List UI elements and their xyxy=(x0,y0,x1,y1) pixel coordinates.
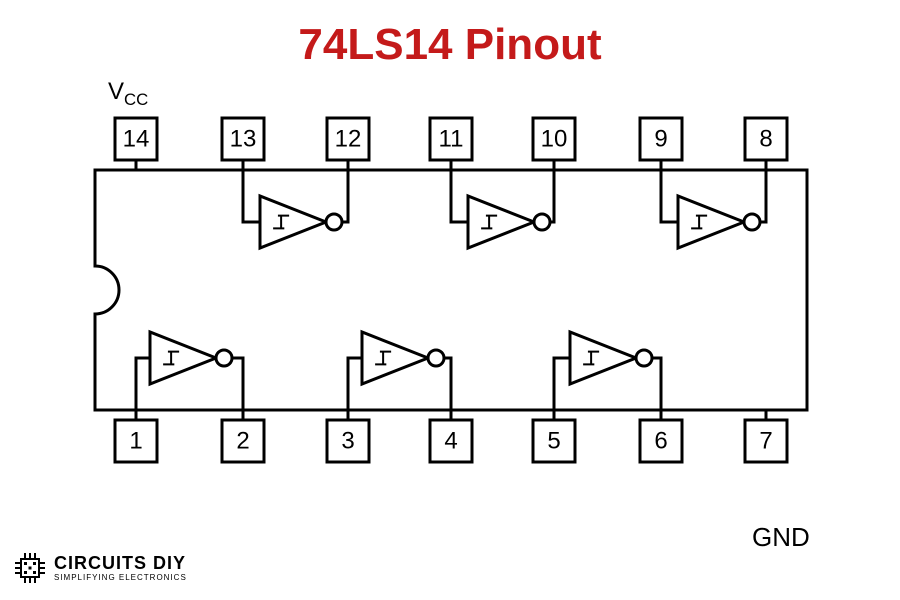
pinout-diagram: 1413121110981234567 xyxy=(0,0,900,600)
brand-logo-line1: CIRCUITS DIY xyxy=(54,554,187,572)
pin-number-4: 4 xyxy=(444,428,457,455)
pin-number-13: 13 xyxy=(230,126,257,153)
brand-logo: CIRCUITS DIY SIMPLIFYING ELECTRONICS xyxy=(12,550,187,586)
brand-logo-line2: SIMPLIFYING ELECTRONICS xyxy=(54,574,187,582)
pin-number-14: 14 xyxy=(123,126,150,153)
pin-number-8: 8 xyxy=(759,126,772,153)
gate-bot-0-bubble xyxy=(216,350,232,366)
pin-number-10: 10 xyxy=(541,126,568,153)
brand-logo-mark xyxy=(12,550,48,586)
pin-number-9: 9 xyxy=(654,126,667,153)
gate-bot-1-bubble xyxy=(428,350,444,366)
pin-number-12: 12 xyxy=(335,126,362,153)
pin-number-5: 5 xyxy=(547,428,560,455)
pin-number-1: 1 xyxy=(129,428,142,455)
pin-number-6: 6 xyxy=(654,428,667,455)
pin-number-3: 3 xyxy=(341,428,354,455)
pin-number-7: 7 xyxy=(759,428,772,455)
gate-bot-2-bubble xyxy=(636,350,652,366)
pin-number-2: 2 xyxy=(236,428,249,455)
gate-top-0-bubble xyxy=(326,214,342,230)
pin-number-11: 11 xyxy=(439,126,464,153)
gate-top-2-bubble xyxy=(744,214,760,230)
gate-top-1-bubble xyxy=(534,214,550,230)
